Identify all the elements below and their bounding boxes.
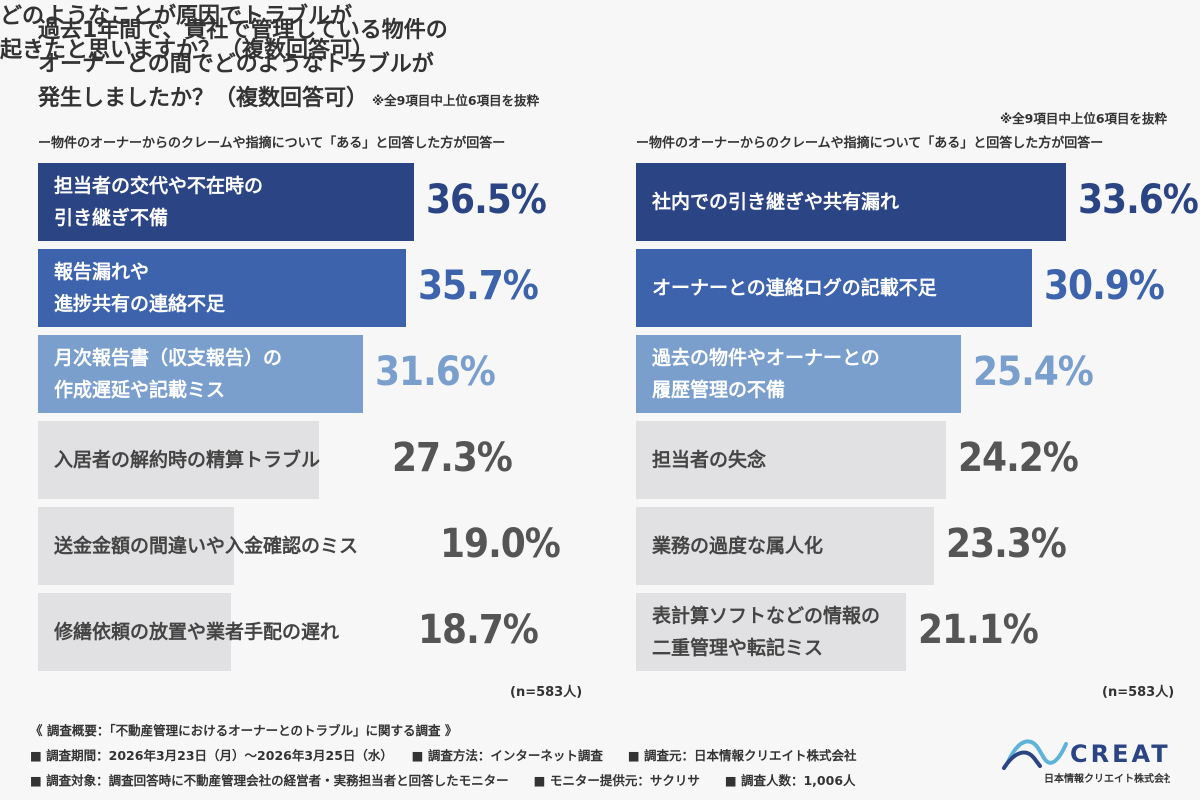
left-panel: 過去1年間で、貴社で管理している物件の オーナーとの間でどのようなトラブルが 発… <box>0 0 600 705</box>
bar-4: 担当者の失念 <box>636 421 946 499</box>
bar-label: 社内での引き継ぎや共有漏れ <box>652 186 899 218</box>
bar-6: 表計算ソフトなどの情報の 二重管理や転記ミス <box>636 593 906 671</box>
bar-label-line: 担当者の交代や不在時の <box>54 175 264 197</box>
bar-label: 報告漏れや進捗共有の連絡不足 <box>54 256 225 320</box>
bar-label: 修繕依頼の放置や業者手配の遅れ <box>54 616 339 648</box>
value-label: 24.2% <box>958 435 1079 481</box>
logo-company-name: 日本情報クリエイト株式会社 <box>1044 772 1170 785</box>
bar-label-line: 引き継ぎ不備 <box>54 207 169 229</box>
bar-label-line: 過去の物件やオーナーとの <box>652 347 880 369</box>
bar-label: 担当者の失念 <box>652 444 766 476</box>
bar-label-line: 社内での引き継ぎや共有漏れ <box>652 191 900 213</box>
left-title-line: 発生しましたか？（複数回答可） ※全9項目中上位6項目を抜粋 <box>38 86 540 111</box>
value-label: 18.7% <box>418 607 539 653</box>
footer-summary: 《 調査概要：「不動産管理におけるオーナーとのトラブル」に関する調査 》 <box>30 723 458 738</box>
bar-2: 報告漏れや進捗共有の連絡不足 <box>38 249 406 327</box>
value-label: 21.1% <box>918 607 1039 653</box>
value-label: 33.6% <box>1078 177 1199 223</box>
right-title-line: どのようなことが原因でトラブルが <box>0 4 353 29</box>
bar-5: 業務の過度な属人化 <box>636 507 934 585</box>
bar-label-line: 送金金額の間違いや入金確認のミス <box>54 535 359 557</box>
value-label: 27.3% <box>392 435 513 481</box>
value-label: 36.5% <box>426 177 547 223</box>
bar-label-line: 二重管理や転記ミス <box>652 637 824 659</box>
bar-label: オーナーとの連絡ログの記載不足 <box>652 272 937 304</box>
left-note: ※全9項目中上位6項目を抜粋 <box>372 93 540 108</box>
bar-3: 月次報告書（収支報告）の 作成遅延や記載ミス <box>38 335 363 413</box>
right-panel: ※全9項目中上位6項目を抜粋 ー物件のオーナーからのクレームや指摘について「ある… <box>600 0 1200 705</box>
create-logo: CREATE 日本情報クリエイト株式会社 <box>1000 722 1187 792</box>
bar-label-line: 報告漏れや <box>54 261 150 283</box>
left-n-label: (n=583人) <box>510 685 583 700</box>
left-title: 過去1年間で、貴社で管理している物件の オーナーとの間でどのようなトラブルが 発… <box>38 14 598 118</box>
value-label: 31.6% <box>375 349 496 395</box>
bar-label: 過去の物件やオーナーとの 履歴管理の不備 <box>652 342 880 406</box>
bar-label-line: 業務の過度な属人化 <box>652 535 824 557</box>
logo-wordmark: CREATE <box>1070 740 1170 768</box>
bar-label-line: 履歴管理の不備 <box>652 379 786 401</box>
bar-1: 社内での引き継ぎや共有漏れ <box>636 163 1066 241</box>
bar-label-line: 入居者の解約時の精算トラブル <box>54 449 321 471</box>
left-title-line: オーナーとの間でどのようなトラブルが <box>38 52 434 77</box>
bar-label-line: 作成遅延や記載ミス <box>54 379 226 401</box>
value-label: 19.0% <box>440 521 561 567</box>
footer-period-method: ■ 調査期間：2026年3月23日（月）〜2026年3月25日（水） ■ 調査方… <box>30 748 857 763</box>
bar-label-line: 担当者の失念 <box>652 449 767 471</box>
left-title-line: 過去1年間で、貴社で管理している物件の <box>38 18 448 43</box>
right-subtitle: ー物件のオーナーからのクレームや指摘について「ある」と回答した方が回答ー <box>636 136 1104 151</box>
create-logo-mark: CREATE 日本情報クリエイト株式会社 <box>1002 739 1187 785</box>
bar-label-line: オーナーとの連絡ログの記載不足 <box>652 277 937 299</box>
bar-2: オーナーとの連絡ログの記載不足 <box>636 249 1032 327</box>
bar-label-line: 修繕依頼の放置や業者手配の遅れ <box>54 621 340 643</box>
bar-label: 業務の過度な属人化 <box>652 530 823 562</box>
right-note: ※全9項目中上位6項目を抜粋 <box>1000 111 1168 126</box>
right-n-label: (n=583人) <box>1102 685 1175 700</box>
bar-label: 月次報告書（収支報告）の 作成遅延や記載ミス <box>54 342 282 406</box>
value-label: 25.4% <box>973 349 1094 395</box>
footer-target-count: ■ 調査対象：調査回答時に不動産管理会社の経営者・実務担当者と回答したモニター … <box>30 773 856 788</box>
right-title: どのようなことが原因でトラブルが 起きたと思いますか？（複数回答可） <box>0 0 374 68</box>
right-title-line: 起きたと思いますか？（複数回答可） <box>0 38 375 63</box>
bar-1: 担当者の交代や不在時の 引き継ぎ不備 <box>38 163 414 241</box>
value-label: 35.7% <box>418 263 539 309</box>
bar-4: 入居者の解約時の精算トラブル <box>38 421 320 499</box>
bar-label: 入居者の解約時の精算トラブル <box>54 444 320 476</box>
bar-5: 送金金額の間違いや入金確認のミス <box>38 507 358 585</box>
bar-label: 送金金額の間違いや入金確認のミス <box>54 530 358 562</box>
bar-label: 担当者の交代や不在時の 引き継ぎ不備 <box>54 170 263 234</box>
bar-label: 表計算ソフトなどの情報の 二重管理や転記ミス <box>652 600 880 664</box>
value-label: 30.9% <box>1044 263 1165 309</box>
value-label: 23.3% <box>946 521 1067 567</box>
bar-6: 修繕依頼の放置や業者手配の遅れ <box>38 593 339 671</box>
bar-3: 過去の物件やオーナーとの 履歴管理の不備 <box>636 335 961 413</box>
bar-label-line: 月次報告書（収支報告）の <box>54 347 283 369</box>
bar-label-line: 表計算ソフトなどの情報の <box>652 605 881 627</box>
left-subtitle: ー物件のオーナーからのクレームや指摘について「ある」と回答した方が回答ー <box>38 136 506 151</box>
bar-label-line: 進捗共有の連絡不足 <box>54 293 226 315</box>
